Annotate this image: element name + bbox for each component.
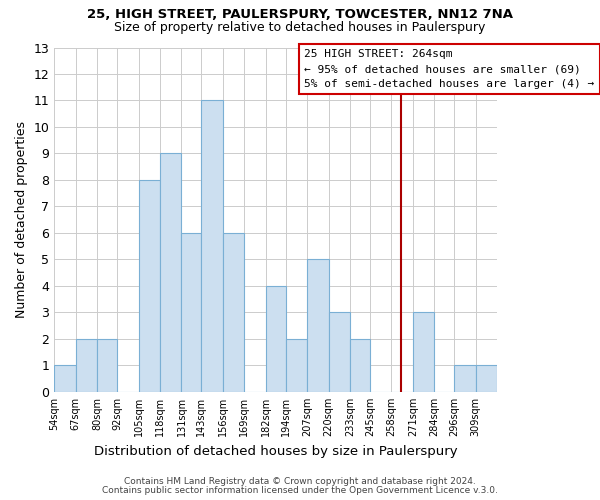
Bar [54, 366, 76, 392]
Bar [413, 312, 434, 392]
Bar [181, 233, 202, 392]
Bar [307, 260, 329, 392]
Text: 25, HIGH STREET, PAULERSPURY, TOWCESTER, NN12 7NA: 25, HIGH STREET, PAULERSPURY, TOWCESTER,… [87, 8, 513, 20]
Bar [160, 154, 181, 392]
X-axis label: Distribution of detached houses by size in Paulerspury: Distribution of detached houses by size … [94, 444, 457, 458]
Bar [139, 180, 160, 392]
Text: Contains public sector information licensed under the Open Government Licence v.: Contains public sector information licen… [102, 486, 498, 495]
Text: Size of property relative to detached houses in Paulerspury: Size of property relative to detached ho… [115, 21, 485, 34]
Bar [223, 233, 244, 392]
Y-axis label: Number of detached properties: Number of detached properties [15, 121, 28, 318]
Bar [202, 100, 223, 392]
Bar [286, 339, 307, 392]
Bar [454, 366, 476, 392]
Bar [329, 312, 350, 392]
Bar [97, 339, 117, 392]
Bar [76, 339, 97, 392]
Text: 25 HIGH STREET: 264sqm
← 95% of detached houses are smaller (69)
5% of semi-deta: 25 HIGH STREET: 264sqm ← 95% of detached… [304, 49, 595, 89]
Text: Contains HM Land Registry data © Crown copyright and database right 2024.: Contains HM Land Registry data © Crown c… [124, 477, 476, 486]
Bar [350, 339, 370, 392]
Bar [476, 366, 497, 392]
Bar [266, 286, 286, 392]
